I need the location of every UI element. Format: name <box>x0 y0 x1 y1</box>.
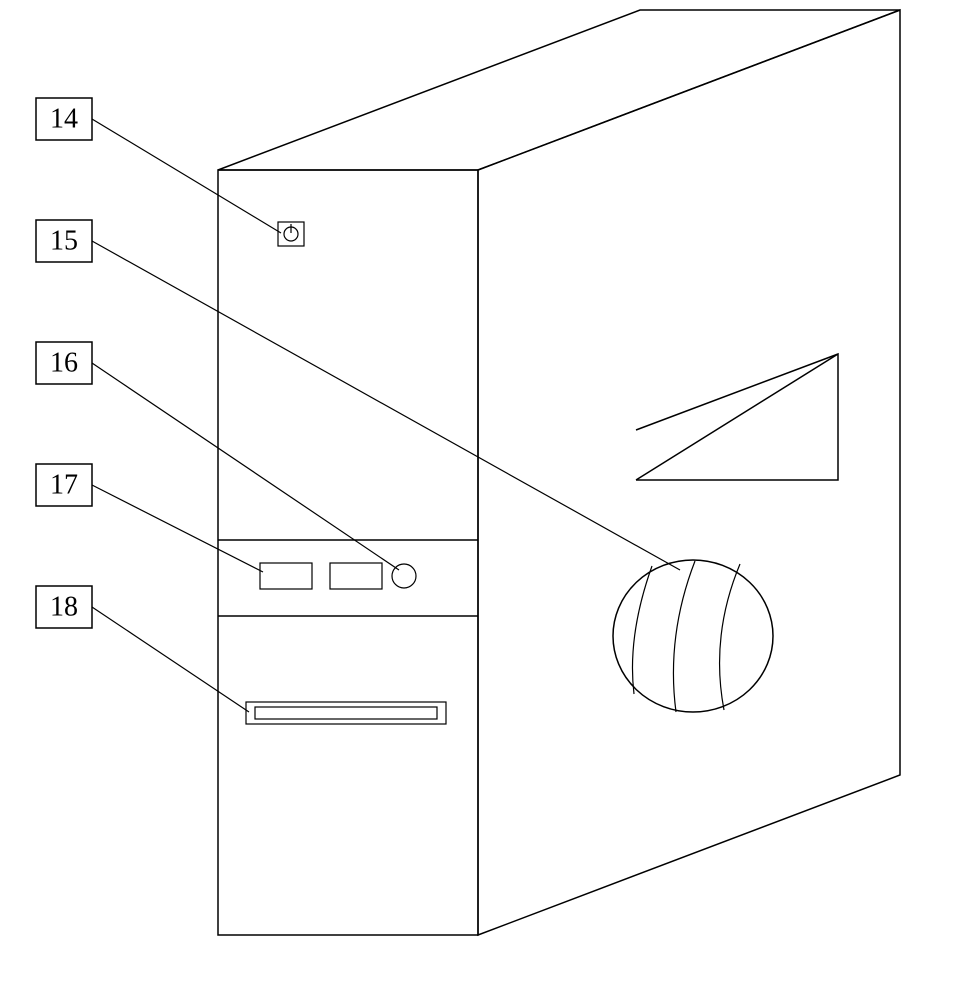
tower-front-face <box>218 170 478 935</box>
leader-17 <box>92 485 263 572</box>
drive-slot-inner <box>255 707 437 719</box>
leader-16 <box>92 363 399 570</box>
usb-port-2 <box>330 563 382 589</box>
label-text-18: 18 <box>50 592 78 623</box>
leader-14 <box>92 119 281 233</box>
leader-15 <box>92 241 680 570</box>
leader-18 <box>92 607 249 712</box>
tower-right-face <box>478 10 900 935</box>
side-vent-diag <box>636 354 838 480</box>
fan-stripe-2 <box>673 561 695 712</box>
tower-top-face <box>218 10 900 170</box>
usb-port-1 <box>260 563 312 589</box>
fan-outline <box>613 560 773 712</box>
label-text-16: 16 <box>50 348 78 379</box>
label-text-17: 17 <box>50 470 78 501</box>
fan-stripe-1 <box>632 566 652 694</box>
label-text-15: 15 <box>50 226 78 257</box>
fan-stripe-3 <box>720 564 740 710</box>
drive-slot-outer <box>246 702 446 724</box>
label-text-14: 14 <box>50 104 78 135</box>
